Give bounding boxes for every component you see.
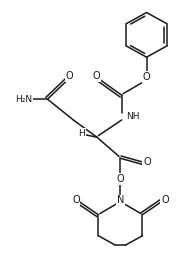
Text: O: O	[143, 72, 150, 82]
Text: O: O	[66, 71, 73, 81]
Text: H: H	[79, 129, 85, 138]
Text: O: O	[117, 174, 124, 184]
Text: O: O	[72, 195, 80, 205]
Text: O: O	[161, 195, 169, 205]
Text: O: O	[93, 71, 100, 81]
Text: O: O	[143, 157, 151, 167]
Text: H₂N: H₂N	[16, 95, 33, 104]
Text: NH: NH	[126, 112, 139, 121]
Text: N: N	[117, 195, 124, 205]
